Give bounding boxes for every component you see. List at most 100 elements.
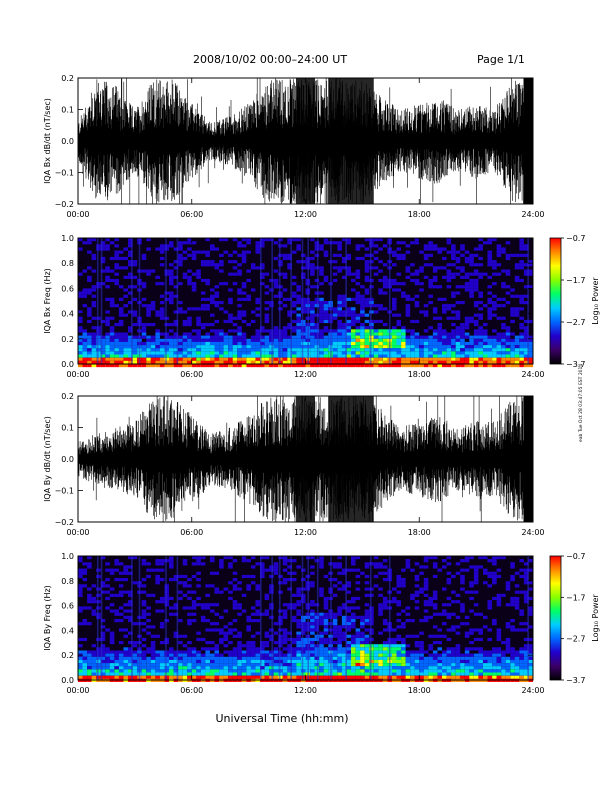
spectrogram-cell <box>210 603 215 607</box>
spectrogram-streak <box>260 556 262 680</box>
spectrogram-cell <box>228 590 233 594</box>
spectrogram-cell <box>182 351 188 355</box>
spectrogram-cell <box>187 656 192 660</box>
spectrogram-cell <box>341 364 347 368</box>
spectrogram-cell <box>346 628 352 632</box>
spectrogram-cell <box>396 256 402 261</box>
spectrogram-cell <box>455 631 461 635</box>
spectrogram-cell <box>405 269 411 273</box>
spectrogram-cell <box>473 653 479 657</box>
spectrogram-cell <box>182 562 188 566</box>
signal-burst <box>296 78 315 204</box>
spectrogram-cell <box>373 335 379 339</box>
spectrogram-cell <box>260 282 265 286</box>
spectrogram-cell <box>205 357 210 361</box>
spectrogram-cell <box>87 291 92 295</box>
spectrogram-cell <box>501 666 506 670</box>
spectrogram-cell <box>487 313 493 317</box>
spectrogram-cell <box>109 603 115 607</box>
spectrogram-cell <box>310 301 315 305</box>
spectrogram-cell <box>355 637 361 642</box>
spectrogram-cell <box>501 351 506 355</box>
spectrogram-cell <box>173 294 179 298</box>
spectrogram-cell <box>87 650 92 654</box>
spectrogram-cell <box>237 329 242 333</box>
spectrogram-cell <box>123 666 129 670</box>
spectrogram-cell <box>241 666 247 670</box>
spectrogram-cell <box>237 653 242 657</box>
spectrogram-cell <box>423 559 429 563</box>
spectrogram-cell <box>132 345 138 349</box>
spectrogram-cell <box>78 571 83 575</box>
spectrogram-cell <box>301 364 306 368</box>
spectrogram-cell <box>159 364 165 368</box>
spectrogram-cell <box>455 345 461 349</box>
spectrogram-cell <box>432 351 438 355</box>
spectrogram-cell <box>337 354 342 358</box>
spectrogram-cell <box>332 631 338 635</box>
spectrogram-cell <box>260 275 265 279</box>
spectrogram-cell <box>469 641 474 645</box>
spectrogram-cell <box>355 345 361 349</box>
spectrogram-cell <box>351 345 356 349</box>
spectrogram-cell <box>423 253 429 257</box>
spectrogram-cell <box>432 656 438 660</box>
spectrogram-cell <box>487 606 493 610</box>
spectrogram-cell <box>323 278 329 283</box>
spectrogram-cell <box>519 659 524 664</box>
spectrogram-cell <box>78 556 83 560</box>
spectrogram-cell <box>492 619 497 623</box>
spectrogram-cell <box>228 319 233 324</box>
spectrogram-cell <box>355 332 361 336</box>
spectrogram-cell <box>378 587 383 591</box>
spectrogram-cell <box>114 364 119 368</box>
spectrogram-cell <box>260 357 265 361</box>
spectrogram-cell <box>260 565 265 569</box>
spectrogram-cell <box>332 335 338 339</box>
spectrogram-cell <box>78 568 83 572</box>
spectrogram-cell <box>410 656 415 660</box>
spectrogram-cell <box>287 360 292 364</box>
spectrogram-cell <box>432 596 438 601</box>
spectrogram-cell <box>355 244 361 248</box>
spectrogram-cell <box>82 341 88 346</box>
spectrogram-cell <box>373 329 379 333</box>
spectrogram-cell <box>446 275 452 279</box>
spectrogram-cell <box>496 675 502 679</box>
spectrogram-streak <box>388 556 391 680</box>
spectrogram-cell <box>487 241 493 245</box>
spectrogram-cell <box>519 622 524 626</box>
spectrogram-cell <box>451 329 456 333</box>
spectrogram-cell <box>219 345 224 349</box>
spectrogram-cell <box>282 631 288 635</box>
spectrogram-cell <box>501 653 506 657</box>
spectrogram-cell <box>319 659 324 664</box>
spectrogram-cell <box>105 663 110 667</box>
spectrogram-cell <box>473 663 479 667</box>
spectrogram-cell <box>319 335 324 339</box>
spectrogram-cell <box>528 644 534 648</box>
spectrogram-cell <box>446 650 452 654</box>
spectrogram-cell <box>214 628 220 632</box>
spectrogram-cell <box>360 357 365 361</box>
spectrogram-cell <box>100 360 106 364</box>
spectrogram-cell <box>255 659 261 664</box>
spectrogram-cell <box>141 650 147 654</box>
spectrogram-cell <box>442 256 447 261</box>
spectrogram-cell <box>114 659 119 664</box>
spectrogram-cell <box>287 335 292 339</box>
spectrogram-cell <box>155 275 160 279</box>
spectrogram-cell <box>178 241 183 245</box>
spectrogram-cell <box>187 323 192 327</box>
spectrogram-cell <box>291 291 297 295</box>
spectrogram-cell <box>419 341 424 346</box>
spectrogram-cell <box>260 360 265 364</box>
spectrogram-cell <box>460 622 465 626</box>
spectrogram-cell <box>401 345 406 349</box>
spectrogram-cell <box>128 338 133 342</box>
spectrogram-cell <box>232 619 238 623</box>
spectrogram-cell <box>360 659 365 664</box>
spectrogram-cell <box>118 266 124 270</box>
spectrogram-cell <box>446 360 452 364</box>
spectrogram-cell <box>492 329 497 333</box>
